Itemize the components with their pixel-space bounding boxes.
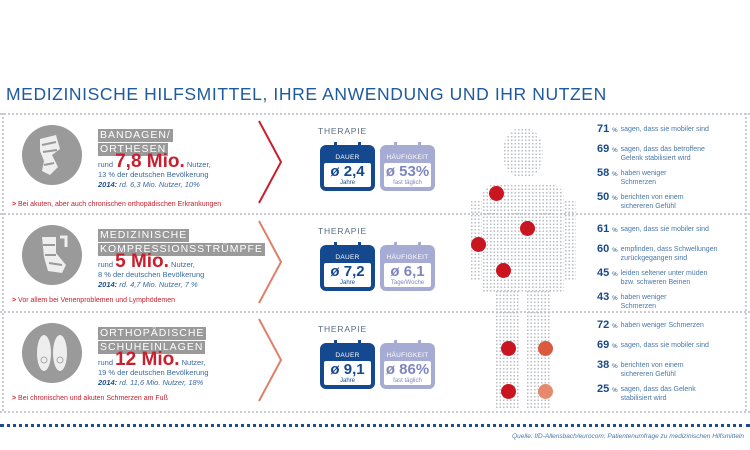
result-item: 25% sagen, dass das Gelenk stabilisiert wi… — [597, 383, 696, 403]
therapy-heading: THERAPIE — [318, 324, 367, 334]
footer-divider — [0, 424, 750, 427]
result-item: 69% sagen, dass das betroffene Gelenk stab… — [597, 143, 705, 163]
user-count: 5 Mio. — [115, 251, 169, 272]
shoe-insoles-icon — [22, 323, 82, 383]
pain-point-marker — [489, 186, 504, 201]
pain-point-marker — [471, 237, 486, 252]
divider — [2, 113, 4, 411]
pain-point-marker — [538, 341, 553, 356]
user-count: 7,8 Mio. — [115, 151, 185, 172]
usage-note: > Bei chronischen und akuten Schmerzen a… — [12, 395, 168, 402]
product-row: MEDIZINISCHE KOMPRESSIONSSTRÜMPFE rund 5 … — [0, 213, 750, 311]
pain-point-marker — [501, 341, 516, 356]
chevron-right-icon — [258, 318, 283, 402]
page-title: MEDIZINISCHE HILFSMITTEL, IHRE ANWENDUNG… — [6, 84, 607, 104]
result-item: 60% empfinden, dass Schwellungen zurückgeg… — [597, 243, 718, 263]
pain-point-marker — [496, 263, 511, 278]
chevron-right-icon — [258, 120, 283, 204]
duration-calendar-icon: DAUER ø 2,4 Jahre — [320, 142, 375, 191]
frequency-calendar-icon: HÄUFIGKEIT ø 86% fast täglich — [380, 340, 435, 389]
user-stats: rund 5 Mio. Nutzer, 8 % der deutschen Be… — [98, 251, 205, 289]
chevron-right-icon — [258, 220, 283, 304]
result-item: 69% sagen, dass sie mobiler sind — [597, 339, 709, 351]
usage-note: > Vor allem bei Venenproblemen und Lymph… — [12, 297, 176, 304]
duration-calendar-icon: DAUER ø 7,2 Jahre — [320, 242, 375, 291]
product-row: BANDAGEN/ORTHESEN rund 7,8 Mio. Nutzer, … — [0, 113, 750, 211]
frequency-calendar-icon: HÄUFIGKEIT ø 6,1 Tage/Woche — [380, 242, 435, 291]
frequency-calendar-icon: HÄUFIGKEIT ø 53% fast täglich — [380, 142, 435, 191]
therapy-heading: THERAPIE — [318, 226, 367, 236]
result-item: 58% haben weniger Schmerzen — [597, 167, 667, 187]
divider — [0, 113, 750, 115]
result-item: 38% berichten von einem sichereren Gefühl — [597, 359, 684, 379]
compression-stocking-icon — [22, 225, 82, 285]
source-note: Quelle: IfD-Allensbach/eurocom: Patiente… — [512, 433, 744, 440]
result-item: 72% haben weniger Schmerzen — [597, 319, 704, 331]
divider — [0, 213, 750, 215]
result-item: 45% leiden seltener unter müden bzw. schwe… — [597, 267, 708, 287]
result-item: 50% berichten von einem sichereren Gefühl — [597, 191, 684, 211]
user-stats: rund 7,8 Mio. Nutzer, 13 % der deutschen… — [98, 151, 211, 189]
divider — [0, 411, 750, 413]
divider — [745, 113, 747, 411]
category-label: ORTHOPÄDISCHE SCHUHEINLAGEN — [98, 327, 207, 354]
usage-note: > Bei akuten, aber auch chronischen orth… — [12, 201, 222, 208]
user-stats: rund 12 Mio. Nutzer, 19 % der deutschen … — [98, 349, 209, 387]
result-item: 71% sagen, dass sie mobiler sind — [597, 123, 709, 135]
product-row: ORTHOPÄDISCHE SCHUHEINLAGEN rund 12 Mio. … — [0, 311, 750, 409]
result-item: 43% haben weniger Schmerzen — [597, 291, 667, 311]
therapy-heading: THERAPIE — [318, 126, 367, 136]
result-item: 61% sagen, dass sie mobiler sind — [597, 223, 709, 235]
category-label: BANDAGEN/ORTHESEN — [98, 129, 173, 156]
pain-point-marker — [520, 221, 535, 236]
user-count: 12 Mio. — [115, 349, 180, 370]
category-label: MEDIZINISCHE KOMPRESSIONSSTRÜMPFE — [98, 229, 265, 256]
duration-calendar-icon: DAUER ø 9,1 Jahre — [320, 340, 375, 389]
divider — [0, 311, 750, 313]
pain-point-marker — [538, 384, 553, 399]
pain-point-marker — [501, 384, 516, 399]
knee-brace-icon — [22, 125, 82, 185]
